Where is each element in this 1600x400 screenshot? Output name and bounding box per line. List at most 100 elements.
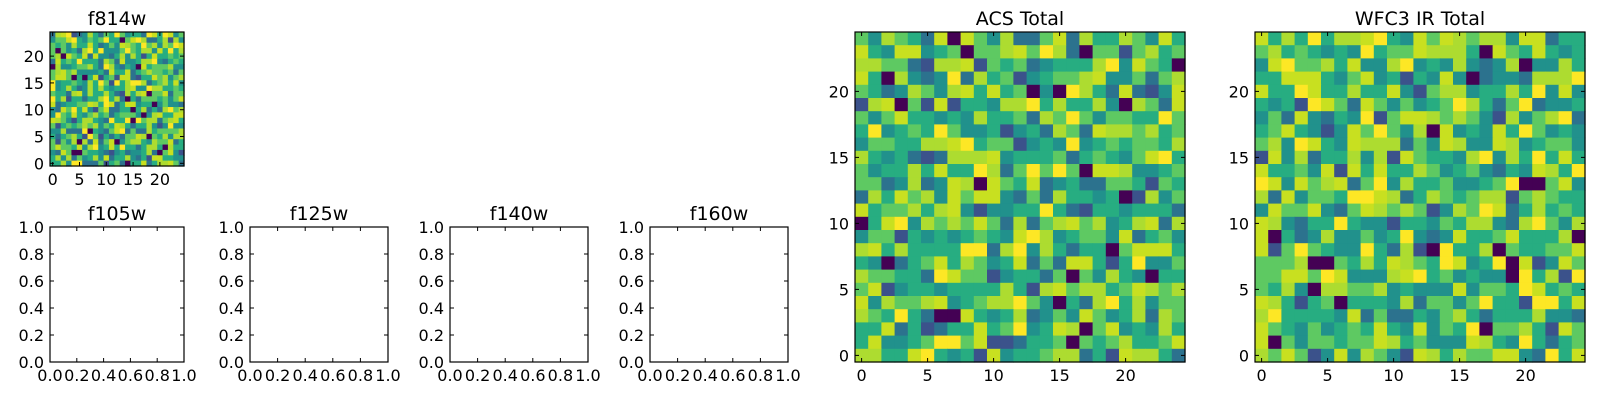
- y-tick-label: 5: [34, 128, 44, 147]
- heatmap-cell: [103, 80, 110, 87]
- heatmap-cell: [1158, 137, 1173, 152]
- heatmap-cell: [1571, 124, 1586, 139]
- heatmap-cell: [1413, 309, 1428, 323]
- heatmap-cell: [125, 107, 131, 113]
- heatmap-cell: [55, 64, 62, 71]
- heatmap-cell: [1307, 137, 1322, 152]
- heatmap-cell: [1079, 335, 1094, 350]
- heatmap-cell: [1360, 164, 1375, 178]
- heatmap-cell: [1255, 348, 1269, 363]
- heatmap-cell: [76, 69, 83, 76]
- heatmap-cell: [151, 160, 158, 167]
- heatmap-cell: [146, 149, 153, 156]
- heatmap-cell: [66, 90, 73, 97]
- heatmap-cell: [1092, 243, 1107, 257]
- heatmap-cell: [1479, 335, 1494, 350]
- heatmap-cell: [934, 71, 948, 86]
- heatmap-cell: [1281, 269, 1296, 284]
- heatmap-cell: [1400, 335, 1414, 350]
- heatmap-cell: [1558, 243, 1573, 257]
- heatmap-cell: [960, 137, 975, 152]
- heatmap-cell: [167, 74, 174, 81]
- heatmap-cell: [1492, 177, 1507, 191]
- heatmap-cell: [894, 230, 909, 244]
- heatmap-cell: [167, 117, 174, 124]
- heatmap-cell: [907, 269, 922, 284]
- heatmap-cell: [87, 42, 94, 49]
- heatmap-cell: [1453, 348, 1467, 363]
- heatmap-cell: [114, 133, 121, 140]
- heatmap-cell: [1281, 243, 1296, 257]
- heatmap-cell: [1360, 203, 1375, 218]
- heatmap-cell: [1013, 177, 1028, 191]
- heatmap-cell: [947, 150, 962, 165]
- heatmap-cell: [76, 64, 83, 71]
- heatmap-cell: [1294, 177, 1309, 191]
- heatmap-cells: [50, 32, 185, 167]
- heatmap-cell: [1145, 269, 1160, 284]
- heatmap-cell: [947, 84, 962, 99]
- heatmap-cell: [1400, 71, 1414, 86]
- heatmap-cell: [1066, 348, 1080, 363]
- heatmap-cell: [868, 58, 882, 73]
- heatmap-cell: [1119, 45, 1133, 59]
- panel-title: WFC3 IR Total: [1355, 8, 1485, 30]
- heatmap-cell: [1321, 111, 1335, 125]
- heatmap-cell: [162, 42, 169, 49]
- heatmap-cell: [141, 64, 148, 71]
- heatmap-cell: [1387, 84, 1401, 99]
- heatmap-cell: [1158, 348, 1173, 363]
- heatmap-cell: [973, 322, 988, 337]
- heatmap-cell: [1519, 243, 1533, 257]
- heatmap-cell: [1413, 164, 1428, 178]
- heatmap-cell: [1571, 348, 1586, 363]
- heatmap-cell: [881, 230, 896, 244]
- heatmap-cell: [114, 32, 121, 38]
- heatmap-cell: [87, 155, 94, 162]
- heatmap-cell: [1053, 150, 1067, 165]
- heatmap-cell: [1321, 58, 1335, 73]
- heatmap-cell: [1119, 164, 1133, 178]
- heatmap-cell: [1281, 309, 1296, 323]
- heatmap-cell: [76, 53, 83, 60]
- heatmap-cell: [108, 144, 115, 151]
- heatmap-cell: [178, 64, 185, 71]
- heatmap-cell: [907, 98, 922, 112]
- heatmap-cell: [1558, 203, 1573, 218]
- heatmap-cell: [1255, 243, 1269, 257]
- heatmap-cell: [1453, 190, 1467, 205]
- heatmap-cell: [1479, 45, 1494, 59]
- heatmap-cell: [82, 112, 89, 119]
- heatmap-cell: [1558, 282, 1573, 297]
- heatmap-cell: [71, 80, 78, 87]
- heatmap-cell: [60, 112, 67, 119]
- heatmap-cell: [1307, 335, 1322, 350]
- heatmap-cell: [82, 123, 89, 130]
- heatmap-cell: [1013, 124, 1028, 139]
- heatmap-cell: [60, 107, 67, 113]
- heatmap-cell: [1268, 177, 1282, 191]
- heatmap-cell: [1281, 203, 1296, 218]
- heatmap-cell: [1505, 335, 1520, 350]
- heatmap-cell: [1558, 164, 1573, 178]
- heatmap-cell: [141, 112, 148, 119]
- heatmap-cell: [1321, 348, 1335, 363]
- heatmap-cell: [98, 48, 105, 55]
- heatmap-cell: [881, 150, 896, 165]
- heatmap-cell: [1026, 203, 1041, 218]
- heatmap-cell: [1360, 282, 1375, 297]
- heatmap-cell: [921, 150, 935, 165]
- heatmap-cell: [1347, 71, 1362, 86]
- heatmap-cell: [1145, 164, 1160, 178]
- heatmap-cell: [1413, 322, 1428, 337]
- heatmap-cell: [71, 117, 78, 124]
- heatmap-cell: [60, 90, 67, 97]
- heatmap-cell: [1000, 58, 1014, 73]
- heatmap-cell: [1026, 348, 1041, 363]
- heatmap-cell: [1373, 282, 1388, 297]
- heatmap-cell: [1413, 32, 1428, 46]
- heatmap-cell: [881, 98, 896, 112]
- heatmap-cell: [92, 128, 99, 135]
- heatmap-cell: [108, 149, 115, 156]
- heatmap-cell: [162, 96, 169, 103]
